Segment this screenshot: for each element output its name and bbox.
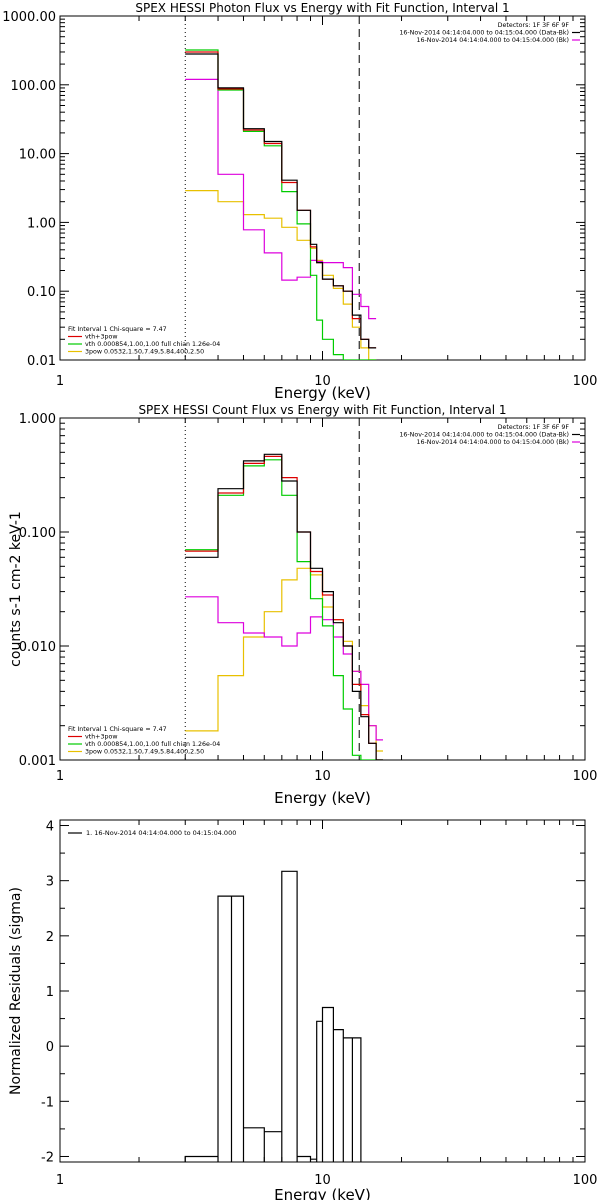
y-tick-label: 0.010 xyxy=(19,640,56,655)
x-tick-label: 100 xyxy=(573,769,598,784)
legend-right-entry: 16-Nov-2014 04:14:04.000 to 04:15:04.000… xyxy=(416,37,569,44)
series-line xyxy=(185,49,377,360)
series-line xyxy=(185,453,383,760)
series-line xyxy=(185,596,383,741)
legend-right-entry: 16-Nov-2014 04:14:04.000 to 04:15:04.000… xyxy=(416,439,569,446)
legend-right-entry: Detectors: 1F 3F 6F 9F xyxy=(498,424,570,431)
y-axis-label: Normalized Residuals (sigma) xyxy=(8,887,24,1095)
x-tick-label: 10 xyxy=(314,374,331,389)
legend-left-entry: vth 0.000854,1.00,1.00 full chian 1.26e-… xyxy=(85,341,220,348)
x-axis-label: Energy (keV) xyxy=(274,384,371,402)
x-tick-label: 10 xyxy=(314,769,331,784)
legend-right-entry: 16-Nov-2014 04:14:04.000 to 04:15:04.000… xyxy=(399,432,569,439)
y-tick-label: 1 xyxy=(46,985,54,1000)
y-tick-label: 100.00 xyxy=(11,79,57,94)
series-line xyxy=(185,190,377,360)
x-tick-label: 1 xyxy=(56,1173,64,1188)
y-tick-label: 2 xyxy=(46,930,54,945)
y-tick-label: -1 xyxy=(41,1095,54,1110)
y-tick-label: 10.00 xyxy=(19,148,56,163)
x-axis-label: Energy (keV) xyxy=(274,789,371,807)
legend-left-entry: vth+3pow xyxy=(85,734,117,741)
legend-left-entry: Fit Interval 1 Chi-square = 7.47 xyxy=(68,726,167,733)
y-tick-label: 0.100 xyxy=(19,526,56,541)
chart-title: SPEX HESSI Photon Flux vs Energy with Fi… xyxy=(135,1,509,15)
series-line xyxy=(185,53,377,349)
y-tick-label: -2 xyxy=(41,1150,54,1165)
residual-histogram xyxy=(184,870,362,1162)
chart-title: SPEX HESSI Count Flux vs Energy with Fit… xyxy=(138,403,506,417)
series-line xyxy=(185,459,383,760)
legend-left-entry: 3pow 0.0532,1.50,7.49,5.84,400,2.50 xyxy=(85,749,204,756)
photon-flux-panel: 1 10 100 0.01 0.10 1.00 10.00 100.00 1000.00 SPEX… xyxy=(2,1,597,402)
legend-left-entry: 3pow 0.0532,1.50,7.49,5.84,400,2.50 xyxy=(85,349,204,356)
y-tick-label: 0.01 xyxy=(27,354,56,369)
x-tick-label: 1 xyxy=(56,374,64,389)
legend-left-entry: vth+3pow xyxy=(85,334,117,341)
y-tick-label: 0.10 xyxy=(27,285,56,300)
x-tick-label: 1 xyxy=(56,769,64,784)
y-tick-label: 3 xyxy=(46,875,54,890)
legend-right-entry: 16-Nov-2014 04:14:04.000 to 04:15:04.000… xyxy=(399,30,569,37)
count-flux-panel: 1 10 100 0.001 0.010 0.100 1.000 SPEX HESSI Cou… xyxy=(8,403,597,807)
y-tick-label: 0.001 xyxy=(19,754,56,769)
x-tick-label: 100 xyxy=(573,1173,598,1188)
residuals-panel: 1 10 100 -2 -1 0 1 2 3 4 Energy (keV) Normalized Re… xyxy=(8,819,598,1200)
series-line xyxy=(185,455,383,760)
x-axis-label: Energy (keV) xyxy=(274,1186,371,1200)
y-tick-label: 0 xyxy=(46,1040,54,1055)
series-line xyxy=(185,567,383,752)
legend-entry: 1. 16-Nov-2014 04:14:04.000 to 04:15:04.… xyxy=(86,829,236,837)
x-tick-label: 100 xyxy=(573,374,598,389)
x-tick-label: 10 xyxy=(314,1173,331,1188)
legend-right-entry: Detectors: 1F 3F 6F 9F xyxy=(498,22,570,29)
y-tick-label: 4 xyxy=(46,820,54,835)
series-line xyxy=(185,78,377,320)
y-tick-label: 1.000 xyxy=(19,412,56,427)
plot-frame xyxy=(59,15,586,361)
legend-left-entry: vth 0.000854,1.00,1.00 full chian 1.26e-… xyxy=(85,741,220,748)
y-tick-label: 1000.00 xyxy=(2,10,56,25)
y-tick-label: 1.00 xyxy=(27,216,56,231)
legend-left-entry: Fit Interval 1 Chi-square = 7.47 xyxy=(68,326,167,333)
y-axis-label: counts s-1 cm-2 keV-1 xyxy=(8,511,24,667)
